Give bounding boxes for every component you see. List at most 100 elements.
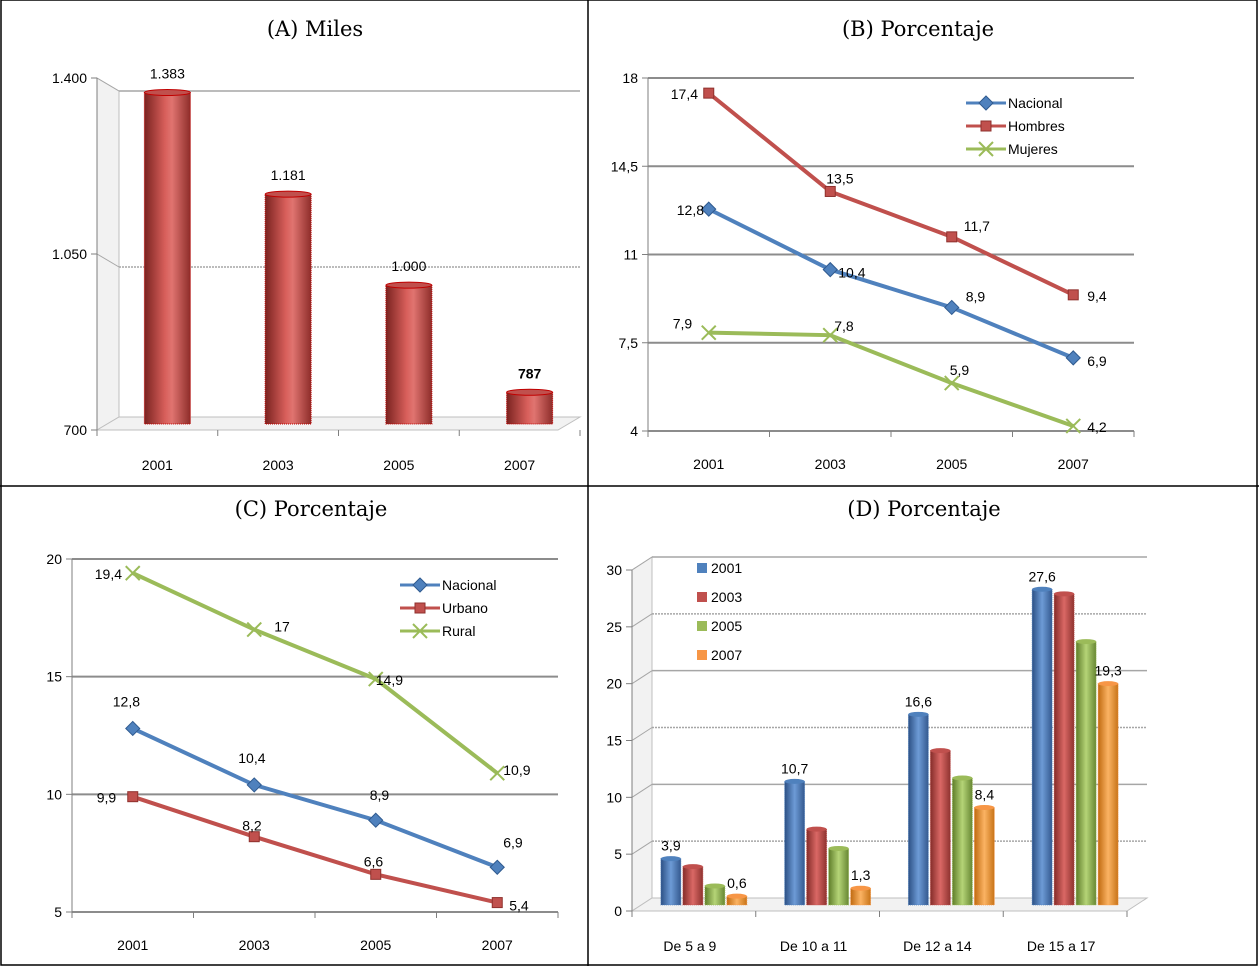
panel-b-data-label: 5,9: [950, 362, 970, 378]
panel-d-bar-top: [1076, 639, 1097, 645]
panel-d-bar-top: [1032, 586, 1053, 592]
panel-b-legend-label: Nacional: [1008, 95, 1062, 111]
panel-d-bar-body: [806, 828, 828, 906]
panel-d-x-tick-label: De 5 a 9: [663, 938, 716, 954]
panel-d-gridline: [631, 670, 653, 685]
panel-c-data-point: [125, 565, 141, 581]
panel-d-y-tick-label: 15: [606, 733, 622, 749]
panel-d-bar-body: [850, 887, 872, 906]
panel-a-floor: [95, 416, 582, 431]
panel-c-legend-label: Nacional: [442, 577, 496, 593]
panel-b-data-point: [824, 185, 836, 197]
panel-b-data-point-stroke: [822, 327, 838, 343]
panel-d-bar-top: [1054, 591, 1075, 597]
panel-c-legend-item: Nacional: [400, 577, 496, 593]
panel-b-grid: [642, 77, 1135, 437]
panel-b-data-label: 4,2: [1087, 419, 1107, 435]
panel-c-data-point: [368, 671, 384, 687]
panel-b-data-label: 11,7: [964, 218, 990, 234]
panel-c-y-ticks: 5 10 15 20: [46, 551, 62, 920]
panel-d-y-tick-label: 0: [614, 903, 622, 919]
panel-b-data-label: 13,5: [826, 170, 853, 186]
panel-b-y-tick-label: 14,5: [611, 158, 638, 174]
panel-b-series-line: [708, 330, 1074, 428]
panel-c-y-tick-label: 10: [46, 786, 62, 802]
panel-c-data-label: 10,9: [503, 762, 530, 778]
panel-b-data-point: [822, 261, 838, 278]
panel-c-grid: [66, 558, 559, 918]
panel-c-series-line: [131, 571, 499, 775]
panel-d-bar-body: [1075, 641, 1097, 906]
panel-d-y-tick-label: 5: [614, 846, 622, 862]
panel-d-bar-2005: [828, 845, 850, 906]
panel-d-bar-2003: [1053, 591, 1075, 906]
panel-d-bar-body: [973, 807, 995, 906]
panel-a-x-tick-label: 2005: [383, 457, 414, 473]
panel-d-y-tick-label: 30: [606, 562, 622, 578]
panel-b-legend-marker: [980, 120, 992, 132]
panel-d-bar-top: [806, 826, 827, 832]
panel-d-bar-top: [828, 845, 849, 851]
panel-b-data-point-stroke: [701, 324, 717, 341]
panel-a-data-label: 787: [518, 365, 542, 381]
panel-a-y-tick-label: 1.050: [52, 246, 87, 262]
panel-c-x-tick-label: 2003: [239, 937, 270, 953]
panel-d-data-label: 3,9: [661, 838, 681, 854]
panel-d-bar-body: [1097, 683, 1119, 906]
panel-b-series-nacional: 12,8 10,4 8,9 6,9: [677, 201, 1107, 369]
panel-d-gridline: [631, 727, 653, 741]
panel-d-bar-2005: [704, 883, 726, 906]
panel-d-legend-label: 2007: [711, 647, 742, 663]
panel-c-series-line: [132, 794, 498, 905]
panel-c-legend-label: Rural: [442, 623, 475, 639]
panel-b-data-label: 12,8: [677, 202, 704, 218]
panel-c-data-label: 6,6: [364, 853, 384, 869]
panel-c-data-point-stroke: [368, 671, 384, 687]
panel-a-x-tick-label: 2003: [263, 457, 294, 473]
panel-d-bar-top: [682, 864, 703, 870]
panel-b-data-label: 7,8: [834, 318, 854, 334]
panel-d-legend-item: 2007: [697, 647, 742, 663]
panel-d-legend-label: 2001: [711, 560, 742, 576]
panel-a-data-label: 1.383: [150, 66, 185, 82]
panel-d-bar-top: [952, 775, 973, 781]
panel-a-y-tick-label: 700: [64, 422, 88, 438]
panel-d-bar-2001: [1031, 586, 1053, 906]
panel-d-bar-body: [951, 777, 973, 906]
panel-d-data-label: 8,4: [975, 787, 995, 803]
panel-d-x-tick-label: De 10 a 11: [780, 938, 848, 954]
panel-d-gridline: [631, 840, 653, 855]
panel-b-legend-label: Mujeres: [1008, 141, 1058, 157]
panel-b-data-point-stroke: [1065, 418, 1081, 434]
panel-c-data-label: 8,9: [370, 787, 390, 803]
panel-d-bar-top: [850, 885, 871, 891]
panel-d-data-label: 27,6: [1029, 568, 1056, 584]
panel-a-y-tick-label: 1.400: [52, 70, 87, 86]
panel-a-bar: [506, 388, 554, 425]
panel-c-series-nacional: 12,8 10,4 8,9 6,9: [113, 693, 523, 875]
panel-d-data-label: 1,3: [851, 867, 871, 883]
panel-d-bar-top: [660, 856, 681, 862]
panel-c-data-label: 17: [274, 619, 290, 635]
panel-b-legend-item: Hombres: [966, 118, 1065, 134]
panel-c-data-point: [489, 859, 505, 875]
panel-d-bar-2001: [784, 778, 806, 906]
panel-b-data-label: 8,9: [966, 288, 986, 304]
panel-a-y-ticks: 700 1.050 1.400: [52, 70, 87, 438]
panel-d-bar-body: [929, 750, 951, 906]
panel-a-data-labels: 1.383 1.181 1.000 787: [150, 66, 542, 382]
panel-c-data-point: [125, 720, 141, 737]
panel-c-data-point: [127, 791, 139, 803]
panel-d-bar-2007: [850, 885, 872, 906]
panel-b-legend-marker-stroke: [978, 141, 994, 157]
panel-b-data-label: 6,9: [1087, 353, 1107, 369]
panel-a-bar-body: [264, 193, 312, 425]
panel-b-data-point: [944, 299, 960, 316]
panel-a-bar: [143, 89, 191, 425]
panel-b-y-tick-label: 7,5: [619, 335, 639, 351]
panel-d-legend-swatch: [697, 621, 707, 631]
panel-d-bar-body: [1031, 588, 1053, 906]
panel-b-x-tick-label: 2001: [693, 456, 724, 472]
panel-b-data-point: [701, 324, 717, 341]
panel-b-data-label: 9,4: [1087, 288, 1107, 304]
